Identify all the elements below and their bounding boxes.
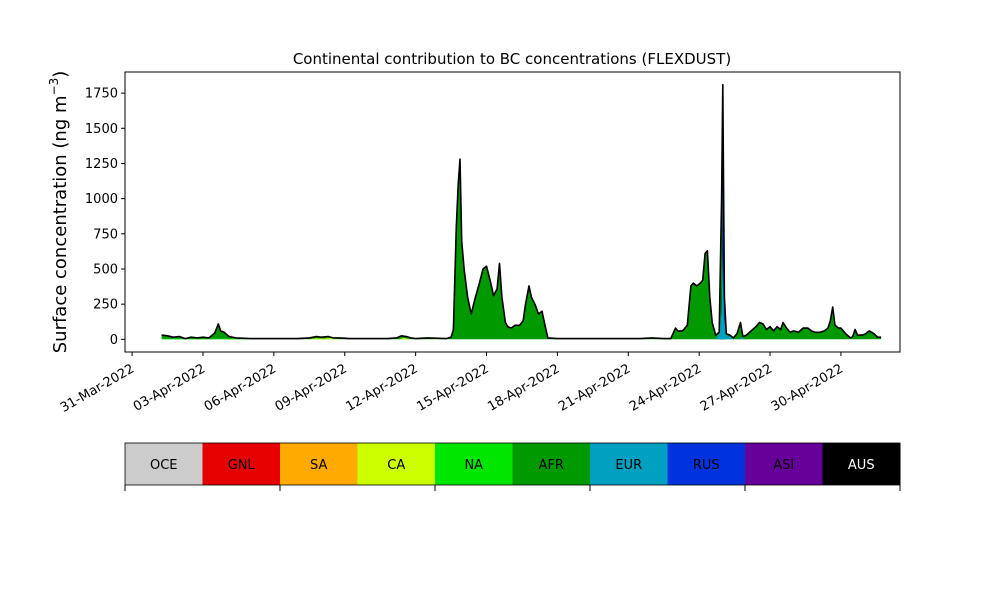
y-axis: 0 250 500 750 1000 1250 1500 1750	[85, 87, 125, 348]
x-axis: 31-Mar-202203-Apr-202206-Apr-202209-Apr-…	[58, 352, 846, 416]
y-axis-label-close: )	[50, 71, 71, 78]
colorbar-label-eur: EUR	[615, 458, 642, 473]
colorbar-label-rus: RUS	[693, 458, 720, 473]
x-tick-label: 27-Apr-2022	[698, 361, 775, 414]
chart-title: Continental contribution to BC concentra…	[293, 50, 731, 68]
y-tick-label: 1250	[85, 157, 118, 172]
colorbar-swatch-gnl	[202, 443, 281, 485]
colorbar-label-na: NA	[464, 458, 483, 473]
y-tick-label: 0	[110, 333, 118, 348]
x-tick-label: 06-Apr-2022	[202, 361, 279, 414]
colorbar-swatch-aus	[822, 443, 901, 485]
y-axis-label-exponent: −3	[47, 78, 61, 96]
x-tick-label: 09-Apr-2022	[273, 361, 350, 414]
colorbar-frame	[124, 442, 901, 486]
colorbar-label-aus: AUS	[848, 458, 875, 473]
y-axis-label-text: Surface concentration (ng m	[50, 95, 71, 353]
colorbar-swatch-sa	[280, 443, 358, 485]
area-series-afr	[161, 84, 882, 340]
plot-areas	[161, 83, 882, 340]
y-axis-label: Surface concentration (ng m−3)	[47, 71, 71, 354]
x-tick-label: 30-Apr-2022	[769, 361, 846, 414]
colorbar-swatch-rus	[667, 443, 746, 485]
y-tick-label: 500	[93, 262, 118, 277]
y-tick-label: 750	[93, 227, 118, 242]
colorbar-label-asi: ASI	[773, 458, 794, 473]
colorbar-label-oce: OCE	[150, 458, 178, 473]
plot-frame	[124, 71, 901, 353]
x-tick-label: 21-Apr-2022	[556, 361, 633, 414]
y-tick-label: 1000	[85, 192, 118, 207]
x-tick-label: 15-Apr-2022	[414, 361, 491, 414]
colorbar-swatch-asi	[745, 443, 823, 485]
y-tick-label: 1750	[85, 87, 118, 102]
colorbar-swatch-ca	[357, 443, 436, 485]
area-series-ca	[309, 337, 449, 340]
x-tick-label: 18-Apr-2022	[485, 361, 562, 414]
area-series-eur	[715, 254, 746, 340]
svg-text:Surface concentration (ng m−3): Surface concentration (ng m−3)	[47, 71, 71, 354]
region-colorbar: OCE GNL SA CA NA AFR EUR RUS ASI AUS	[124, 442, 901, 491]
colorbar-label-gnl: GNL	[228, 458, 256, 473]
x-tick-label: 03-Apr-2022	[131, 361, 208, 414]
colorbar-label-afr: AFR	[539, 458, 564, 473]
colorbar-label-sa: SA	[310, 458, 327, 473]
colorbar-label-ca: CA	[387, 458, 405, 473]
x-tick-label: 12-Apr-2022	[343, 361, 420, 414]
colorbar-swatch-oce	[125, 443, 203, 485]
colorbar-swatch-eur	[590, 443, 668, 485]
x-tick-label: 24-Apr-2022	[627, 361, 704, 414]
total-line	[161, 83, 882, 340]
colorbar-swatch-afr	[512, 443, 591, 485]
x-tick-label: 31-Mar-2022	[58, 361, 137, 415]
colorbar-swatch-na	[435, 443, 513, 485]
y-tick-label: 250	[93, 298, 118, 313]
y-tick-label: 1500	[85, 122, 118, 137]
